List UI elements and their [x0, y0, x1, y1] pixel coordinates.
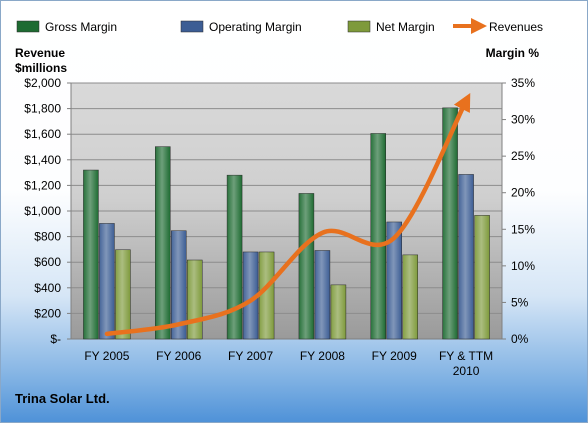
right-tick-label: 0%: [511, 332, 529, 346]
right-axis-title: Margin %: [486, 46, 540, 60]
net-margin-bar: [187, 259, 203, 340]
revenues-line: [104, 92, 471, 337]
gross-margin-bar: [155, 146, 171, 340]
revenues-legend-label: Revenues: [489, 20, 543, 34]
gross-margin-bar: [442, 107, 458, 340]
net-margin-legend-swatch: [347, 20, 371, 33]
net-margin-legend-label: Net Margin: [376, 20, 435, 34]
operating-margin-bar: [386, 221, 402, 340]
left-tick-label: $-: [50, 332, 61, 346]
right-tick-label: 35%: [511, 76, 535, 90]
gross-margin-bar: [83, 169, 99, 340]
operating-margin-bar: [458, 174, 474, 340]
right-tick-label: 15%: [511, 222, 535, 236]
right-tick-label: 10%: [511, 259, 535, 273]
operating-margin-legend-swatch: [180, 20, 204, 33]
left-tick-label: $2,000: [24, 76, 61, 90]
net-margin-bar: [258, 251, 275, 340]
left-tick-label: $400: [34, 281, 61, 295]
left-tick-label: $600: [34, 255, 61, 269]
net-margin-bar: [115, 249, 131, 340]
left-tick-label: $1,600: [24, 127, 61, 141]
operating-margin-bar: [171, 230, 187, 340]
legend: Gross Margin Operating Margin Net Margin Re…: [16, 18, 543, 34]
net-margin-bar: [474, 215, 490, 340]
gross-margin-bar: [226, 174, 243, 340]
right-tick-label: 5%: [511, 295, 529, 309]
right-tick-label: 20%: [511, 186, 535, 200]
gross-margin-legend-swatch: [16, 20, 40, 33]
left-tick-label: $1,200: [24, 178, 61, 192]
operating-margin-bar: [99, 223, 115, 340]
left-tick-label: $1,000: [24, 204, 61, 218]
gross-margin-bar: [298, 193, 315, 340]
left-tick-label: $1,800: [24, 102, 61, 116]
operating-margin-legend-label: Operating Margin: [209, 20, 302, 34]
x-tick-label: FY 2006: [156, 349, 201, 363]
x-tick-label: FY 2005: [84, 349, 129, 363]
x-tick-label: FY 2007: [228, 349, 273, 363]
gross-margin-legend-label: Gross Margin: [45, 20, 117, 34]
x-tick-label: FY 2008: [300, 349, 345, 363]
x-tick-label: FY & TTM: [439, 349, 493, 363]
left-tick-label: $1,400: [24, 153, 61, 167]
left-tick-label: $200: [34, 306, 61, 320]
right-tick-label: 25%: [511, 149, 535, 163]
net-margin-bar: [330, 284, 347, 340]
company-name: Trina Solar Ltd.: [15, 391, 110, 406]
x-tick-label: 2010: [453, 364, 480, 378]
net-margin-bar: [402, 254, 418, 340]
left-axis-title: $millions: [15, 61, 67, 75]
left-tick-label: $800: [34, 230, 61, 244]
x-tick-label: FY 2009: [372, 349, 417, 363]
gross-margin-bar: [370, 133, 386, 340]
left-axis-title: Revenue: [15, 46, 65, 60]
right-tick-label: 30%: [511, 113, 535, 127]
operating-margin-bar: [314, 250, 331, 340]
